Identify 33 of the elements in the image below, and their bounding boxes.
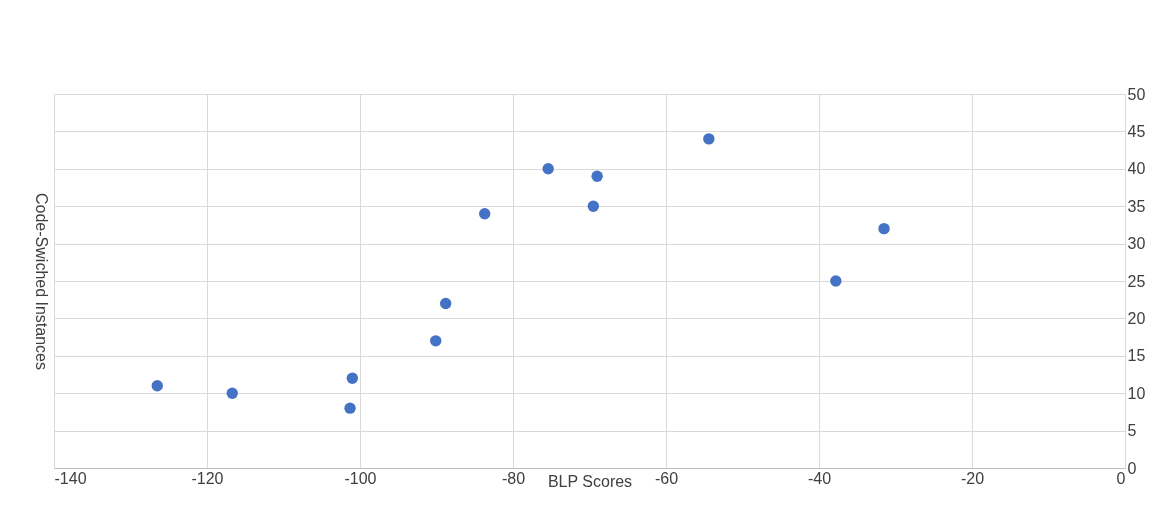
- y-tick-label: 5: [1127, 422, 1137, 440]
- x-tick-label: -120: [191, 469, 224, 487]
- y-axis-title: Code-Swiched Instances: [32, 193, 50, 370]
- x-tick-label: -20: [960, 469, 985, 487]
- point: [430, 335, 442, 347]
- x-tick-label: -60: [654, 469, 679, 487]
- x-tick-label: -40: [807, 469, 832, 487]
- point: [703, 133, 715, 145]
- point: [587, 200, 600, 212]
- y-tick-label: 10: [1127, 384, 1146, 402]
- point: [542, 163, 554, 175]
- point: [478, 207, 491, 220]
- point: [346, 372, 359, 384]
- y-tick-label: 30: [1127, 235, 1146, 253]
- point: [439, 297, 452, 310]
- y-tick-label: 35: [1127, 197, 1146, 215]
- point: [226, 387, 238, 399]
- x-tick-label: -100: [344, 469, 377, 487]
- y-tick-label: 45: [1127, 122, 1146, 140]
- point: [344, 402, 356, 414]
- x-tick-label: 0: [1116, 469, 1126, 487]
- x-axis-title: BLP Scores: [547, 472, 633, 490]
- x-tick-label: -140: [54, 469, 87, 487]
- y-tick-label: 25: [1127, 272, 1146, 290]
- point: [591, 170, 603, 182]
- y-tick-label: 40: [1127, 160, 1146, 178]
- x-tick-label: -80: [501, 469, 526, 487]
- point: [830, 275, 842, 287]
- point: [878, 222, 890, 235]
- y-tick-label: 50: [1127, 85, 1146, 103]
- point: [151, 380, 163, 392]
- y-tick-label: 15: [1127, 347, 1146, 365]
- y-tick-label: 20: [1127, 309, 1146, 327]
